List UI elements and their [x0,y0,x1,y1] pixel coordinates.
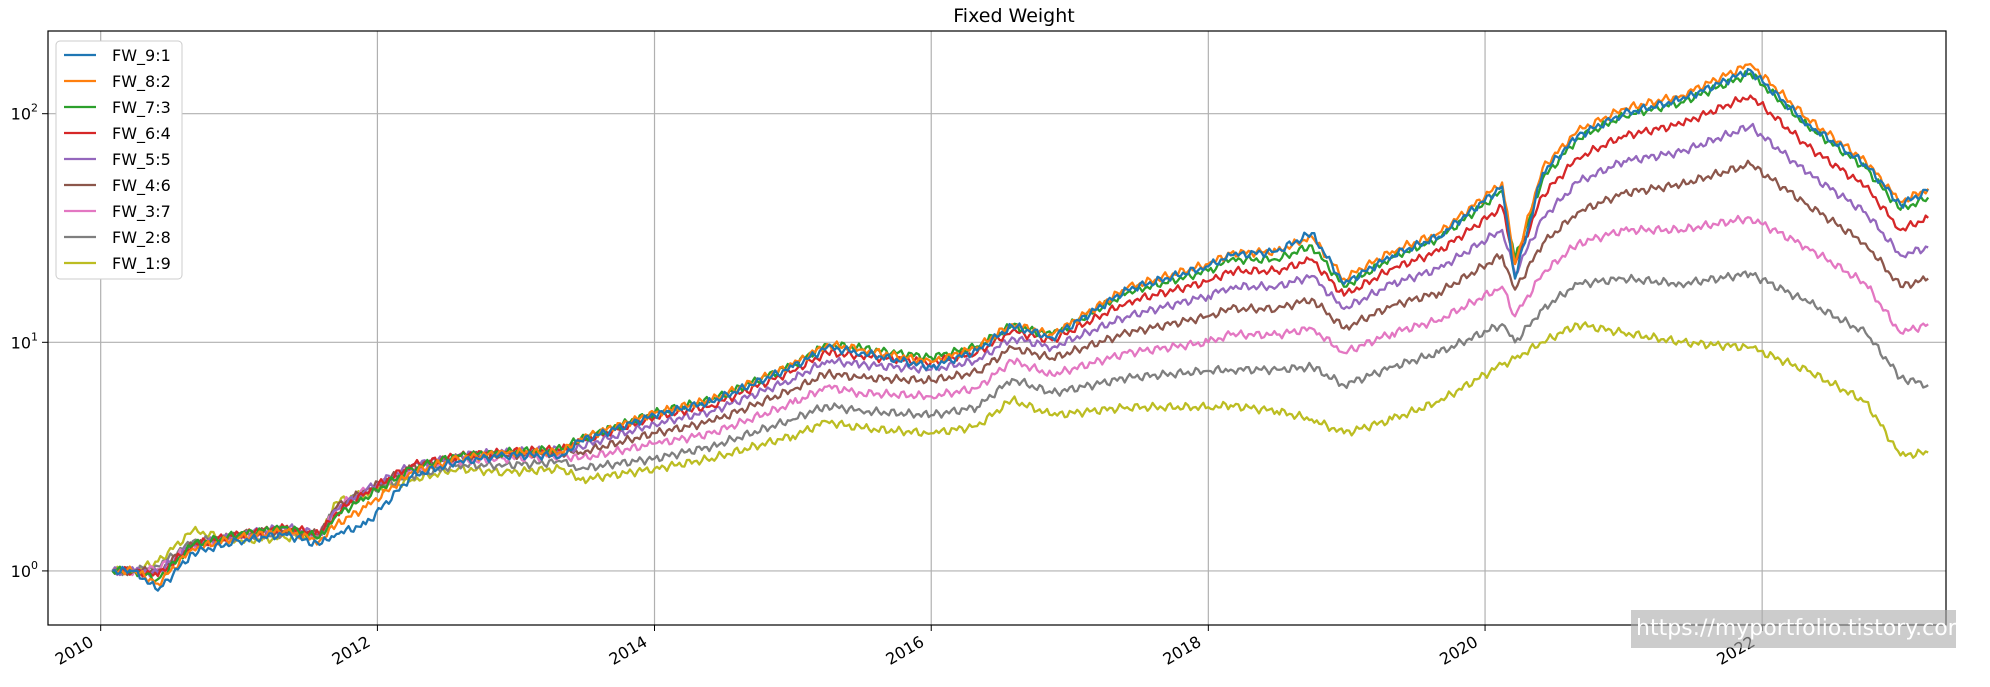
chart-title: Fixed Weight [953,5,1074,27]
legend-label: FW_4:6 [112,176,171,196]
y-tick-exponent: 1 [31,330,38,343]
series-line [111,70,1930,583]
y-tick-exponent: 0 [31,559,38,572]
series-line [111,159,1929,577]
legend-label: FW_3:7 [112,202,171,222]
y-tick-label: 100 [11,559,38,581]
x-tick-label: 2012 [329,632,374,669]
legend-box [55,40,183,280]
y-tick-base: 10 [11,333,31,352]
series-line [111,270,1929,577]
x-tick-label: 2020 [1436,632,1481,669]
y-tick-exponent: 2 [31,102,38,115]
legend: FW_9:1 FW_8:2 FW_7:3 FW_6:4 FW_5:5 FW_4:6 FW_3… [55,40,183,280]
x-tick-label: 2016 [882,632,927,669]
watermark-background [1631,610,1956,648]
legend-label: FW_5:5 [112,150,171,170]
series-line [111,214,1929,577]
y-tick-label: 101 [11,330,38,352]
series-line [112,321,1929,576]
x-tick-label: 2014 [606,632,651,669]
y-tick-label: 102 [11,102,38,124]
legend-label: FW_7:3 [112,98,171,118]
legend-label: FW_8:2 [112,72,171,92]
x-axis: 2010 2012 2014 2016 2018 2020 2022 [52,625,1763,669]
watermark-text: https://myportfolio.tistory.com [1636,616,1970,641]
series-lines [111,62,1930,592]
y-tick-base: 10 [11,105,31,124]
x-tick-label: 2018 [1160,632,1205,669]
legend-label: FW_2:8 [112,228,171,248]
y-tick-base: 10 [11,562,31,581]
series-line [111,94,1929,578]
x-tick-label: 2010 [52,632,97,669]
legend-label: FW_1:9 [112,254,171,274]
legend-label: FW_9:1 [112,46,171,66]
series-line [111,67,1929,592]
plot-frame [47,30,1947,626]
legend-label: FW_6:4 [112,124,171,144]
